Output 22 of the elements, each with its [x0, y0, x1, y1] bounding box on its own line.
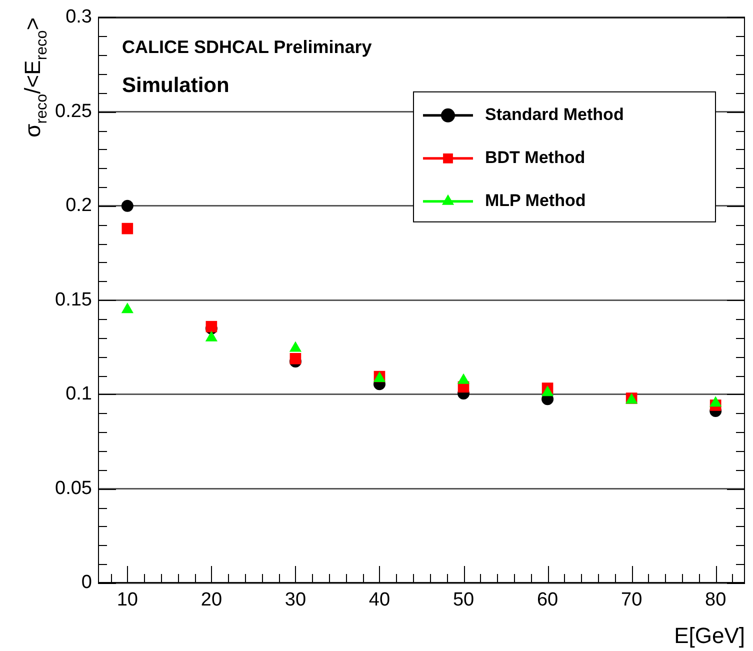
legend-label: MLP Method: [485, 191, 586, 210]
y-tick-label: 0.2: [66, 195, 92, 216]
annotation: CALICE SDHCAL Preliminary: [122, 37, 372, 57]
y-tick-label: 0.25: [55, 100, 92, 122]
x-tick-label: 10: [116, 590, 138, 611]
legend-label: Standard Method: [485, 105, 624, 124]
y-axis-title: σreco/<Ereco>: [20, 17, 51, 138]
x-axis-title: E[GeV]: [674, 623, 745, 648]
x-tick-label: 80: [705, 590, 726, 611]
y-tick-label: 0.1: [66, 384, 92, 405]
annotation: Simulation: [122, 74, 230, 97]
y-tick-label: 0.05: [55, 478, 92, 499]
legend-label: BDT Method: [485, 148, 586, 168]
y-tick-label: 0: [81, 572, 92, 594]
x-tick-label: 50: [452, 590, 474, 611]
y-tick-label: 0.3: [66, 6, 92, 28]
x-tick-label: 60: [536, 590, 558, 611]
y-tick-label: 0.15: [55, 289, 92, 310]
x-tick-label: 40: [368, 590, 390, 611]
x-tick-label: 70: [620, 590, 642, 611]
x-tick-label: 30: [284, 590, 306, 611]
x-tick-label: 20: [200, 590, 222, 611]
